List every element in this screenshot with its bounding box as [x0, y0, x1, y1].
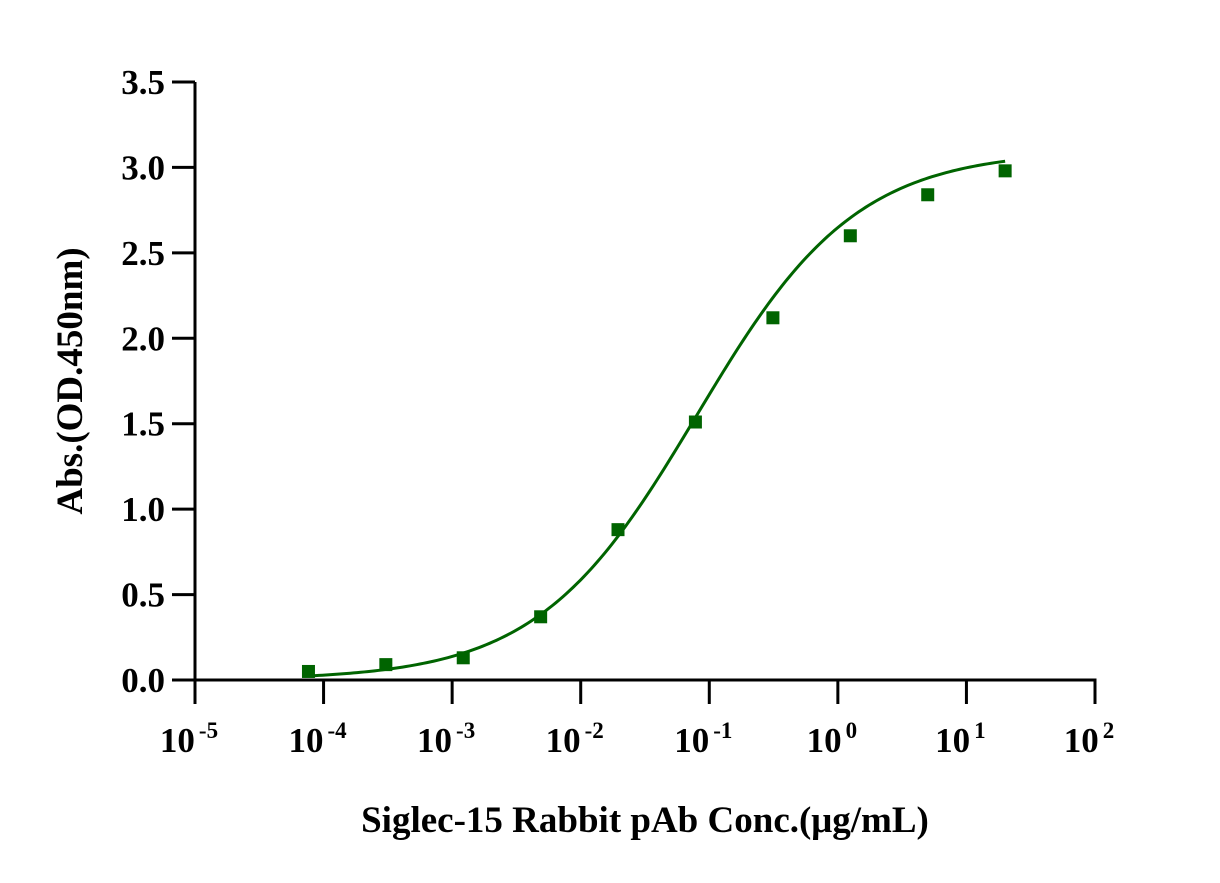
- x-tick-label: 10 0: [807, 718, 858, 760]
- x-tick-base: 10: [160, 721, 195, 760]
- x-tick-exponent: 2: [1103, 718, 1115, 743]
- x-tick-label: 10 2: [1064, 718, 1115, 760]
- y-tick-label: 1.5: [121, 405, 165, 444]
- x-tick-base: 10: [417, 721, 452, 760]
- data-point: [379, 658, 393, 672]
- x-tick-base: 10: [546, 721, 581, 760]
- plot-area: [301, 159, 1012, 678]
- x-tick-label: 10 -3: [417, 718, 475, 760]
- x-tick-exponent: -3: [456, 718, 475, 743]
- x-tick-label: 10 -4: [288, 718, 347, 760]
- x-tick-base: 10: [1064, 721, 1099, 760]
- x-tick-label: 10 -2: [546, 718, 604, 760]
- x-tick-base: 10: [935, 721, 970, 760]
- x-tick-exponent: -4: [327, 718, 347, 743]
- y-tick-label: 2.5: [121, 234, 165, 273]
- x-tick-exponent: -1: [713, 718, 732, 743]
- data-point: [611, 523, 625, 537]
- x-tick-exponent: -5: [199, 718, 218, 743]
- y-tick-label: 2.0: [121, 319, 165, 358]
- x-axis-title: Siglec-15 Rabbit pAb Conc.(μg/mL): [361, 800, 929, 841]
- x-tick-exponent: 1: [974, 718, 986, 743]
- y-tick-label: 3.0: [121, 148, 165, 187]
- y-tick-label: 0.5: [121, 576, 165, 615]
- axes: [193, 82, 1097, 682]
- y-tick-label: 1.0: [121, 490, 165, 529]
- data-point: [766, 311, 780, 325]
- data-point: [998, 164, 1012, 178]
- data-point: [921, 188, 935, 202]
- y-tick-label: 3.5: [121, 63, 165, 102]
- x-tick-label: 10 -1: [674, 718, 732, 760]
- data-point: [688, 415, 702, 429]
- ticks: 0.00.51.01.52.02.53.03.510 -5 10 -4 10 -3 10 -2…: [121, 63, 1114, 760]
- y-axis-title: Abs.(OD.450nm): [50, 247, 91, 514]
- fit-curve: [308, 159, 1006, 678]
- x-tick-exponent: 0: [846, 718, 858, 743]
- x-tick-label: 10 1: [935, 718, 986, 760]
- x-tick-base: 10: [674, 721, 709, 760]
- data-point: [534, 610, 548, 624]
- data-point: [301, 664, 315, 678]
- x-tick-exponent: -2: [585, 718, 604, 743]
- y-tick-label: 0.0: [121, 661, 165, 700]
- x-tick-label: 10 -5: [160, 718, 218, 760]
- data-point: [456, 651, 470, 665]
- x-tick-base: 10: [288, 721, 323, 760]
- x-tick-base: 10: [807, 721, 842, 760]
- data-point: [843, 229, 857, 243]
